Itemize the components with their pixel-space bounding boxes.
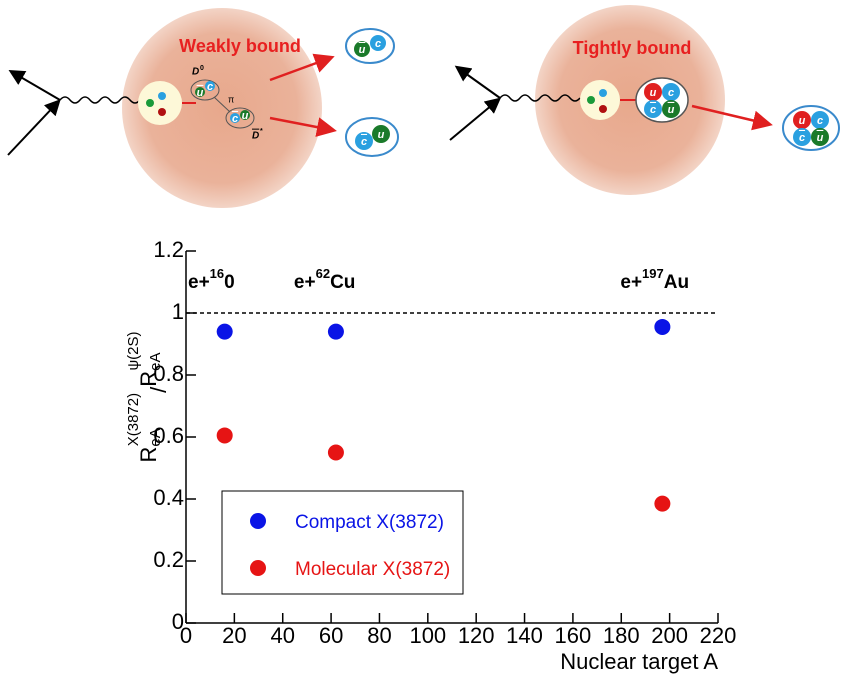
meson-label: D [252, 131, 259, 142]
quark-label: c [817, 115, 823, 127]
point [654, 495, 671, 512]
quark-label: c [207, 81, 213, 93]
y-label-part: eA [147, 353, 164, 371]
annotation-part: e+ [620, 272, 642, 293]
annotation: e+197Au [620, 266, 689, 293]
diagram-left: D 0 π D * Weakly bound [7, 8, 399, 208]
annotation-part: 62 [316, 266, 330, 281]
point [216, 323, 233, 340]
diagram-title: Weakly bound [179, 36, 301, 56]
y-tick-label: 0.6 [153, 423, 184, 448]
y-tick-label: 1 [172, 299, 184, 324]
legend-label: Compact X(3872) [295, 512, 444, 533]
quark-label: u [799, 115, 806, 127]
y-label-part: R [136, 447, 161, 463]
x-tick-label: 40 [270, 623, 294, 648]
x-tick-label: 160 [555, 623, 592, 648]
meson-label: D [192, 67, 199, 78]
nucleus [122, 8, 322, 208]
quark-label: c [232, 113, 238, 125]
annotation-part: Au [664, 272, 689, 293]
y-tick-label: 0 [172, 609, 184, 634]
y-label-part: ψ(2S) [125, 331, 142, 370]
y-tick-label: 0.8 [153, 361, 184, 386]
legend-marker [250, 513, 266, 529]
quark-label: u [359, 44, 366, 56]
x-tick-label: 60 [319, 623, 343, 648]
legend-box [221, 490, 464, 595]
quark-label: c [375, 38, 381, 50]
quark-label: c [361, 136, 367, 148]
quark-label: u [197, 87, 204, 99]
y-label-part: / [146, 386, 171, 393]
electron-in [7, 99, 61, 156]
y-tick-label: 0.2 [153, 547, 184, 572]
point [327, 323, 344, 340]
y-label-part: X(3872) [125, 393, 142, 446]
point [654, 318, 671, 335]
y-tick-label: 0.4 [153, 485, 184, 510]
annotation-part: 197 [642, 266, 664, 281]
x-tick-label: 120 [458, 623, 495, 648]
legend-label: Molecular X(3872) [295, 559, 450, 580]
quark-label: c [668, 87, 674, 99]
quark-label: c [650, 104, 656, 116]
annotation-part: e+ [188, 272, 210, 293]
quark-label: u [650, 87, 657, 99]
nucleon [138, 81, 182, 125]
annotation-part: Cu [330, 272, 355, 293]
annotation: e+62Cu [294, 266, 355, 293]
x-tick-label: 0 [180, 623, 192, 648]
y-tick-label: 1.2 [153, 237, 184, 262]
quark-label: u [817, 132, 824, 144]
quark-label: u [668, 104, 675, 116]
chart: 00.20.40.60.811.20 20 40 60 80 100 120 140 160 18… [125, 237, 736, 674]
x-tick-label: 100 [409, 623, 446, 648]
x-tick-label: 200 [651, 623, 688, 648]
point [216, 427, 233, 444]
meson-label-sup: 0 [200, 65, 204, 72]
annotation-part: e+ [294, 272, 316, 293]
point [327, 444, 344, 461]
x-tick-label: 220 [700, 623, 737, 648]
photon [59, 96, 151, 104]
x-tick-label: 20 [222, 623, 246, 648]
pion-label: π [228, 94, 234, 104]
diagram-title: Tightly bound [573, 38, 692, 58]
quark-label: u [242, 110, 249, 122]
electron-out [8, 69, 61, 101]
quark-label: u [378, 129, 385, 141]
annotation: e+160 [188, 266, 235, 293]
meson-label-sup: * [260, 128, 263, 135]
y-label-part: R [136, 371, 161, 387]
x-tick-label: 140 [506, 623, 543, 648]
diagram-right: Tightly bound [449, 5, 840, 195]
y-label-part: eA [147, 428, 164, 446]
x-axis-label: Nuclear target A [560, 649, 718, 674]
y-axis-label: ReAX(3872)/ReAψ(2S) [125, 331, 171, 462]
x-tick-label: 80 [367, 623, 391, 648]
annotation-part: 16 [210, 266, 224, 281]
annotation-part: 0 [224, 272, 235, 293]
x-tick-label: 180 [603, 623, 640, 648]
quark-label: c [799, 132, 805, 144]
legend-marker [250, 560, 266, 576]
